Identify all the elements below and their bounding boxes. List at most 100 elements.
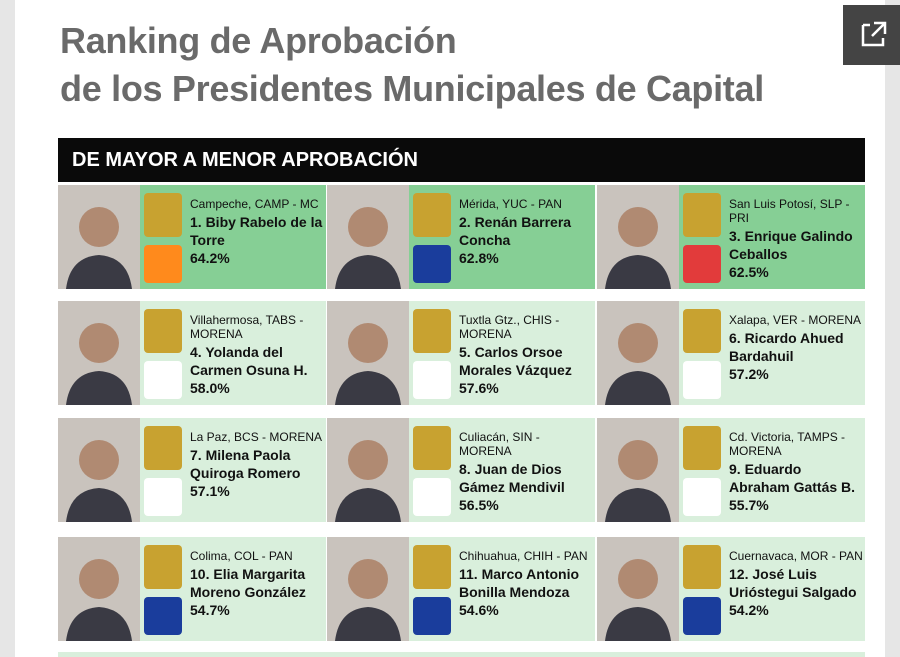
city-shield <box>683 545 721 589</box>
portrait <box>597 537 679 641</box>
portrait <box>327 185 409 289</box>
mayor-name: 5. Carlos Orsoe Morales Vázquez <box>459 344 572 378</box>
approval: 56.5% <box>459 497 499 513</box>
approval: 54.7% <box>190 602 230 618</box>
title: Ranking de Aprobación <box>60 20 457 61</box>
portrait <box>327 301 409 405</box>
party-logo <box>413 478 451 516</box>
city-shield <box>144 193 182 237</box>
entry-card: Mérida, YUC - PAN 2. Renán Barrera Concha… <box>327 185 595 289</box>
entry-text: Mérida, YUC - PAN 2. Renán Barrera Concha… <box>459 197 593 267</box>
entry-card: Colima, COL - PAN 10. Elia Margarita More… <box>58 537 326 641</box>
entry-text: Culiacán, SIN - MORENA 8. Juan de Dios Gá… <box>459 430 593 514</box>
city-shield <box>144 426 182 470</box>
approval: 58.0% <box>190 380 230 396</box>
location: San Luis Potosí, SLP - PRI <box>729 197 850 225</box>
portrait <box>58 301 140 405</box>
entry-text: Cd. Victoria, TAMPS - MORENA 9. Eduardo A… <box>729 430 863 514</box>
city-shield <box>144 309 182 353</box>
party-logo <box>144 597 182 635</box>
mayor-name: 9. Eduardo Abraham Gattás B. <box>729 461 856 495</box>
party-logo <box>683 361 721 399</box>
entry-card: Chihuahua, CHIH - PAN 11. Marco Antonio B… <box>327 537 595 641</box>
portrait-silhouette <box>335 207 401 289</box>
entry-text: Cuernavaca, MOR - PAN 12. José Luis Uriós… <box>729 549 863 619</box>
location: Chihuahua, CHIH - PAN <box>459 549 588 563</box>
approval: 57.2% <box>729 366 769 382</box>
mayor-name: 7. Milena Paola Quiroga Romero <box>190 447 301 481</box>
portrait <box>327 537 409 641</box>
mayor-name: 11. Marco Antonio Bonilla Mendoza <box>459 566 580 600</box>
location: Villahermosa, TABS - MORENA <box>190 313 304 341</box>
entry-card: Culiacán, SIN - MORENA 8. Juan de Dios Gá… <box>327 418 595 522</box>
approval: 55.7% <box>729 497 769 513</box>
portrait-silhouette <box>605 559 671 641</box>
title: de los Presidentes Municipales de Capita… <box>60 68 764 109</box>
open-icon <box>861 21 887 47</box>
portrait-silhouette <box>605 440 671 522</box>
party-logo <box>413 245 451 283</box>
portrait <box>58 185 140 289</box>
mayor-name: 8. Juan de Dios Gámez Mendivil <box>459 461 565 495</box>
portrait-silhouette <box>335 323 401 405</box>
party-logo <box>144 478 182 516</box>
mayor-name: 4. Yolanda del Carmen Osuna H. <box>190 344 308 378</box>
mayor-name: 1. Biby Rabelo de la Torre <box>190 214 323 248</box>
entry-card: Cuernavaca, MOR - PAN 12. José Luis Uriós… <box>597 537 865 641</box>
party-logo <box>683 597 721 635</box>
entry-card: La Paz, BCS - MORENA 7. Milena Paola Quir… <box>58 418 326 522</box>
entry-text: Villahermosa, TABS - MORENA 4. Yolanda de… <box>190 313 324 397</box>
entry-text: La Paz, BCS - MORENA 7. Milena Paola Quir… <box>190 430 324 500</box>
location: Tuxtla Gtz., CHIS - MORENA <box>459 313 560 341</box>
location: Culiacán, SIN - MORENA <box>459 430 540 458</box>
party-logo <box>144 245 182 283</box>
entry-text: Chihuahua, CHIH - PAN 11. Marco Antonio B… <box>459 549 593 619</box>
party-logo <box>144 361 182 399</box>
city-shield <box>144 545 182 589</box>
approval: 62.8% <box>459 250 499 266</box>
party-logo <box>413 361 451 399</box>
city-shield <box>413 193 451 237</box>
entry-text: San Luis Potosí, SLP - PRI 3. Enrique Gal… <box>729 197 863 281</box>
party-logo <box>683 245 721 283</box>
mayor-name: 12. José Luis Urióstegui Salgado <box>729 566 857 600</box>
portrait <box>597 418 679 522</box>
party-logo <box>413 597 451 635</box>
portrait-silhouette <box>605 323 671 405</box>
mayor-name: 6. Ricardo Ahued Bardahuil <box>729 330 844 364</box>
city-shield <box>413 309 451 353</box>
portrait <box>327 418 409 522</box>
portrait-silhouette <box>605 207 671 289</box>
entry-card: Cd. Victoria, TAMPS - MORENA 9. Eduardo A… <box>597 418 865 522</box>
approval: 54.2% <box>729 602 769 618</box>
entry-card: San Luis Potosí, SLP - PRI 3. Enrique Gal… <box>597 185 865 289</box>
mayor-name: 2. Renán Barrera Concha <box>459 214 572 248</box>
open-external-button[interactable] <box>843 5 900 65</box>
portrait-silhouette <box>66 207 132 289</box>
portrait-silhouette <box>66 323 132 405</box>
portrait <box>58 418 140 522</box>
city-shield <box>683 426 721 470</box>
location: Xalapa, VER - MORENA <box>729 313 862 327</box>
mayor-name: 3. Enrique Galindo Ceballos <box>729 228 853 262</box>
location: Cuernavaca, MOR - PAN <box>729 549 863 563</box>
location: Campeche, CAMP - MC <box>190 197 319 211</box>
party-logo <box>683 478 721 516</box>
city-shield <box>683 193 721 237</box>
entry-card: Xalapa, VER - MORENA 6. Ricardo Ahued Bar… <box>597 301 865 405</box>
city-shield <box>413 545 451 589</box>
next-row-edge <box>58 652 865 657</box>
approval: 54.6% <box>459 602 499 618</box>
entry-text: Colima, COL - PAN 10. Elia Margarita More… <box>190 549 324 619</box>
portrait-silhouette <box>335 559 401 641</box>
entry-text: Xalapa, VER - MORENA 6. Ricardo Ahued Bar… <box>729 313 863 383</box>
city-shield <box>683 309 721 353</box>
entry-card: Tuxtla Gtz., CHIS - MORENA 5. Carlos Orso… <box>327 301 595 405</box>
location: Cd. Victoria, TAMPS - MORENA <box>729 430 846 458</box>
entry-card: Villahermosa, TABS - MORENA 4. Yolanda de… <box>58 301 326 405</box>
location: La Paz, BCS - MORENA <box>190 430 323 444</box>
mayor-name: 10. Elia Margarita Moreno González <box>190 566 306 600</box>
portrait-silhouette <box>66 559 132 641</box>
approval: 64.2% <box>190 250 230 266</box>
